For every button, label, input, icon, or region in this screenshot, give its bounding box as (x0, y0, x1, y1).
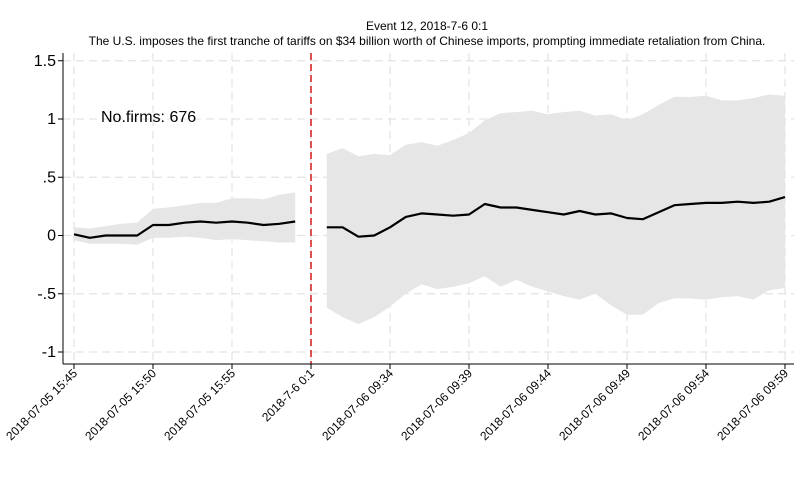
x-tick-label: 2018-07-06 09:44 (477, 366, 554, 443)
x-tick-label: 2018-07-05 15:50 (82, 366, 159, 443)
mean-line-segment (73, 220, 296, 239)
y-tick-label: .5 (43, 169, 56, 186)
firm-count-annotation: No.firms: 676 (101, 109, 196, 126)
y-tick-label: 1 (47, 111, 56, 128)
mean-line-segment (326, 196, 786, 238)
confidence-band-segment (326, 94, 785, 324)
chart-title: Event 12, 2018-7-6 0:1 (366, 19, 488, 33)
x-tick-label: 2018-07-06 09:59 (714, 366, 791, 443)
x-tick-label: 2018-07-06 09:49 (556, 366, 633, 443)
y-tick-label: 0 (47, 228, 56, 245)
x-tick-label: 2018-07-05 15:55 (161, 366, 238, 443)
y-tick-label: -1 (42, 344, 56, 361)
x-tick-label: 2018-7-6 0:1 (259, 366, 317, 424)
x-tick-label: 2018-07-06 09:34 (319, 366, 396, 443)
mean-lines (73, 196, 786, 239)
chart-subtitle: The U.S. imposes the first tranche of ta… (89, 34, 766, 48)
confidence-bands (74, 94, 785, 324)
y-tick-label: -.5 (37, 286, 56, 303)
x-tick-label: 2018-07-06 09:54 (635, 366, 712, 443)
confidence-band-segment (74, 192, 296, 245)
x-tick-label: 2018-07-06 09:39 (398, 366, 475, 443)
y-tick-label: 1.5 (34, 53, 56, 70)
x-tick-label: 2018-07-05 15:45 (3, 366, 80, 443)
